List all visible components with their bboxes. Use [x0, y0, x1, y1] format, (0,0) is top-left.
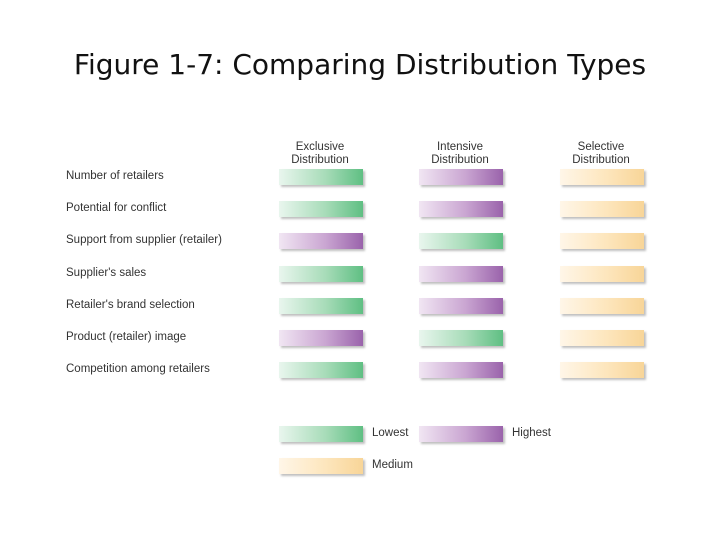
- bar-exclusive-lowest: [279, 298, 363, 314]
- bar-selective-medium: [560, 362, 644, 378]
- column-header-intensive: Intensive Distribution: [431, 141, 489, 166]
- legend-swatch-lowest: [279, 426, 363, 442]
- bar-intensive-highest: [419, 169, 503, 185]
- bar-selective-medium: [560, 330, 644, 346]
- row-label: Support from supplier (retailer): [66, 234, 222, 246]
- bar-exclusive-lowest: [279, 169, 363, 185]
- bar-intensive-lowest: [419, 233, 503, 249]
- row-label: Number of retailers: [66, 170, 164, 182]
- bar-exclusive-highest: [279, 330, 363, 346]
- column-header-exclusive: Exclusive Distribution: [291, 141, 349, 166]
- legend-swatch-highest: [419, 426, 503, 442]
- row-label: Product (retailer) image: [66, 331, 187, 343]
- column-header-selective: Selective Distribution: [572, 141, 630, 166]
- bar-selective-medium: [560, 298, 644, 314]
- row-label: Supplier's sales: [66, 267, 147, 279]
- bar-intensive-lowest: [419, 330, 503, 346]
- row-label: Retailer's brand selection: [66, 299, 195, 311]
- row-label: Competition among retailers: [66, 363, 210, 375]
- bar-intensive-highest: [419, 201, 503, 217]
- bar-exclusive-lowest: [279, 266, 363, 282]
- row-label: Potential for conflict: [66, 202, 167, 214]
- bar-exclusive-lowest: [279, 362, 363, 378]
- bar-intensive-highest: [419, 266, 503, 282]
- bar-selective-medium: [560, 201, 644, 217]
- legend-swatch-medium: [279, 458, 363, 474]
- bar-intensive-highest: [419, 362, 503, 378]
- bar-selective-medium: [560, 169, 644, 185]
- bar-intensive-highest: [419, 298, 503, 314]
- legend-label-medium: Medium: [372, 459, 413, 471]
- bar-exclusive-highest: [279, 233, 363, 249]
- page-title: Figure 1-7: Comparing Distribution Types: [73, 48, 647, 81]
- bar-selective-medium: [560, 266, 644, 282]
- bar-selective-medium: [560, 233, 644, 249]
- legend-label-lowest: Lowest: [372, 427, 409, 439]
- bar-exclusive-lowest: [279, 201, 363, 217]
- legend-label-highest: Highest: [512, 427, 551, 439]
